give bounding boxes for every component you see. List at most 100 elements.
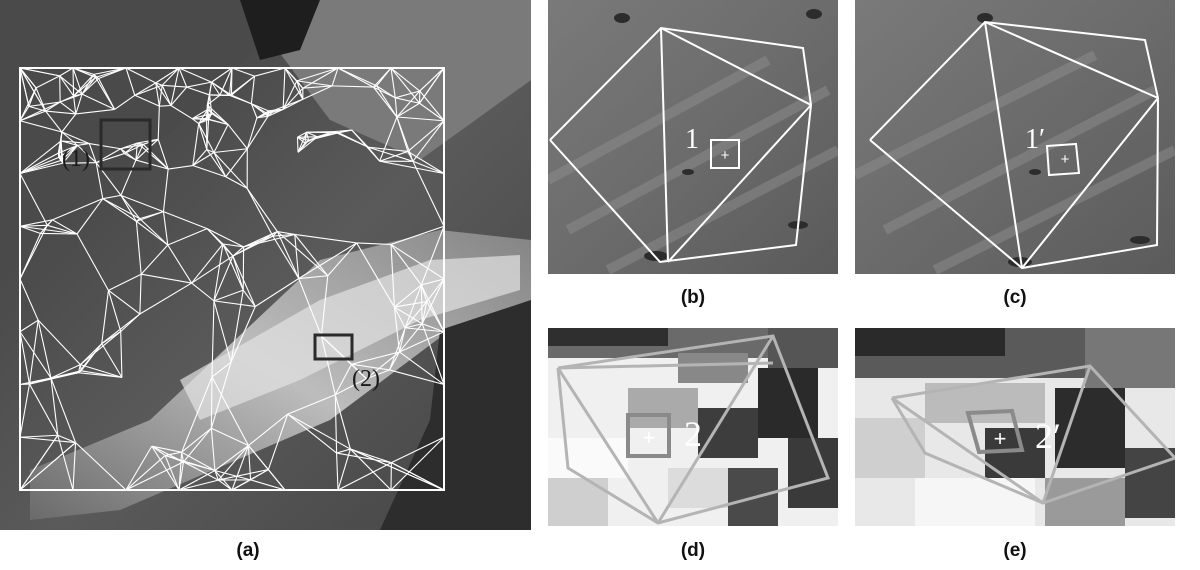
mesh-edge: [351, 363, 390, 371]
region-label-2: (2): [352, 366, 380, 392]
mesh-edge: [211, 300, 215, 377]
mesh-edge: [183, 461, 216, 472]
mesh-edge: [211, 361, 232, 378]
mesh-edge: [287, 413, 337, 454]
mesh-edge: [45, 110, 63, 133]
mesh-edge: [297, 131, 307, 138]
mesh-edge: [302, 67, 339, 89]
mesh-edge: [59, 67, 74, 77]
mesh-edge: [297, 132, 308, 153]
mesh-edge: [157, 139, 169, 170]
mesh-edge: [350, 448, 445, 491]
mesh-edge: [396, 116, 445, 122]
mesh-edge: [396, 102, 420, 118]
mesh-edge: [191, 255, 234, 284]
mesh-edge: [287, 394, 336, 415]
panel-c-image: + 1′: [855, 0, 1175, 274]
mesh-edge: [120, 159, 137, 196]
mesh-edge: [210, 428, 216, 471]
mesh-edge: [227, 124, 248, 150]
marker-plus-b: +: [721, 147, 730, 164]
mesh-edge: [372, 86, 398, 118]
mesh-edge: [120, 195, 141, 219]
mesh-edge: [297, 136, 306, 144]
mesh-edge: [108, 273, 142, 291]
mesh-edge: [254, 278, 300, 307]
dark-spots-b: [614, 9, 822, 261]
mesh-edge: [276, 231, 300, 279]
mesh-edge: [421, 278, 445, 325]
feature-box-2: [626, 413, 671, 458]
bright-ridge: [240, 0, 531, 160]
dark-blocks-e: [855, 328, 1175, 526]
mesh-edge: [242, 289, 256, 307]
mesh-edge: [246, 188, 278, 232]
mesh-edge: [272, 233, 295, 237]
mesh-edge: [76, 233, 109, 291]
mesh-edge: [28, 105, 46, 112]
mesh-edge: [162, 168, 169, 212]
mesh-edge: [274, 98, 304, 111]
triangle-mesh-d: [556, 334, 831, 525]
mesh-edge: [412, 120, 445, 162]
mesh-edge: [335, 378, 367, 396]
mesh-edge: [77, 144, 97, 164]
mesh-edge: [19, 434, 58, 438]
feature-box-1: [710, 139, 740, 169]
mesh-edge: [213, 255, 234, 302]
region-box-2: [313, 333, 354, 361]
mesh-edge: [284, 67, 304, 100]
mesh-edge: [206, 149, 227, 178]
mesh-edge: [351, 351, 400, 365]
caption-a: (a): [236, 540, 260, 561]
mesh-edge: [210, 361, 232, 429]
mesh-edge: [246, 117, 258, 149]
mesh-edge: [136, 220, 169, 246]
mesh-edge: [395, 90, 420, 99]
mesh-edge: [298, 242, 357, 279]
mesh-edge: [412, 161, 445, 227]
mesh-edge: [296, 80, 333, 87]
mesh-edge: [373, 67, 392, 88]
mesh-edge: [137, 142, 169, 170]
mesh-edge: [19, 331, 52, 379]
mesh-edge: [40, 232, 78, 235]
mesh-edge: [390, 67, 396, 98]
mesh-edge: [19, 152, 59, 174]
mesh-edge: [267, 108, 284, 117]
mesh-edge: [198, 123, 215, 153]
mesh-edge: [181, 376, 213, 453]
mesh-edge: [210, 376, 213, 429]
triangulation-mesh: [19, 67, 445, 491]
mesh-edge: [198, 109, 209, 124]
mesh-edge: [246, 115, 269, 150]
mesh-edge: [114, 94, 136, 110]
mesh-edge: [59, 75, 75, 97]
mesh-edge: [134, 84, 163, 96]
region-box-1: [99, 118, 152, 171]
mesh-edge: [218, 479, 233, 491]
mesh-edge: [297, 136, 309, 141]
mesh-edge: [393, 306, 406, 329]
mesh-edge: [79, 331, 122, 366]
mesh-edge: [230, 306, 256, 363]
mesh-edge: [405, 323, 423, 329]
mesh-edge: [317, 129, 352, 138]
mesh-edge: [213, 148, 248, 154]
mesh-edge: [59, 93, 83, 103]
mesh-edge: [399, 323, 423, 353]
mesh-edge: [379, 150, 409, 162]
mesh-edge: [19, 67, 37, 89]
mesh-edge: [320, 335, 336, 395]
mesh-edge: [294, 233, 357, 244]
region-label-1: (1): [62, 146, 90, 172]
mesh-edge: [214, 445, 249, 471]
mesh-edge: [191, 243, 224, 284]
mesh-edge: [135, 138, 159, 161]
mesh-edge: [217, 445, 249, 481]
mesh-edge: [366, 369, 390, 380]
mesh-edge: [61, 113, 77, 133]
mesh-edge: [254, 67, 286, 77]
mesh-edge: [155, 82, 160, 107]
mesh-edge: [206, 228, 234, 257]
